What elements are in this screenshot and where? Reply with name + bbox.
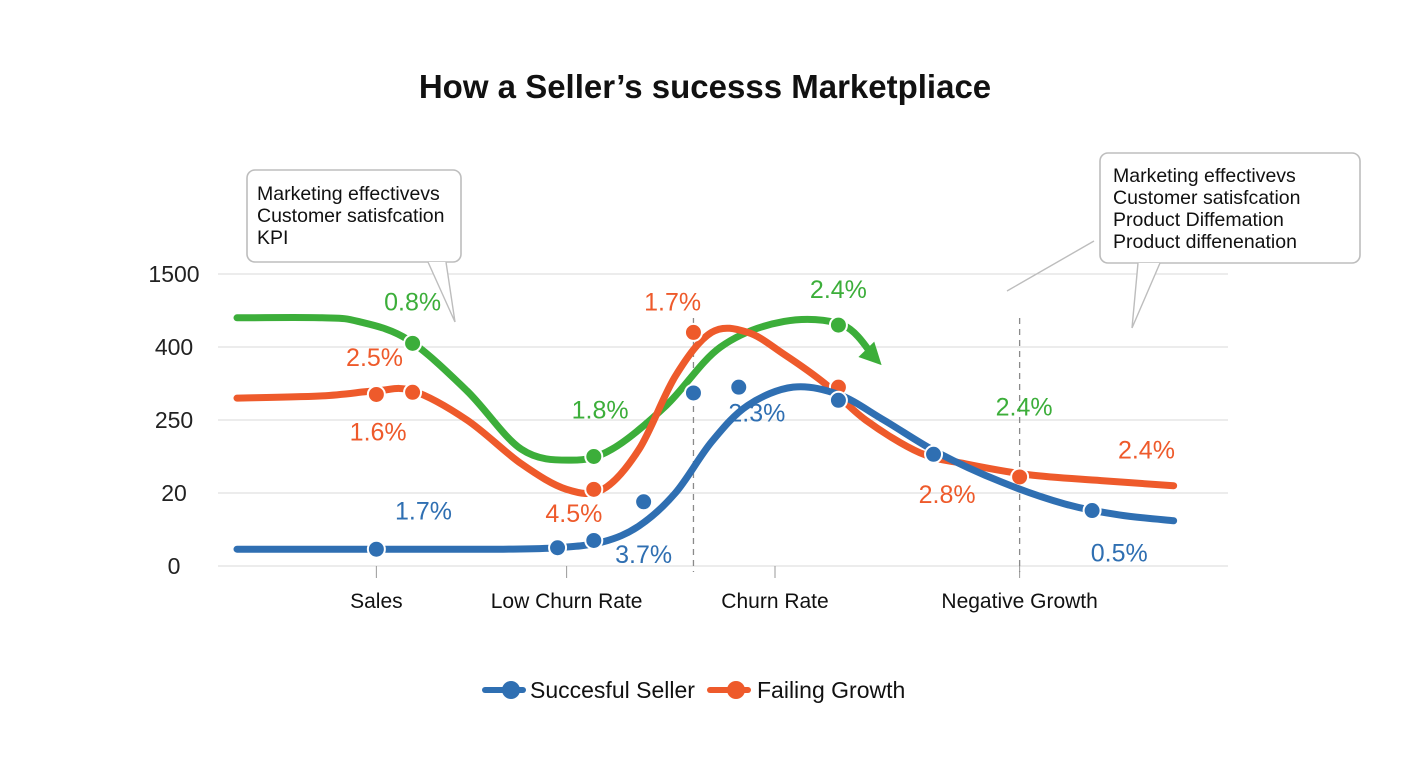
x-tick-label: Sales xyxy=(350,590,403,613)
callout-text: Product Diffemation xyxy=(1113,209,1284,231)
data-point xyxy=(366,384,386,404)
data-point xyxy=(828,315,848,335)
series-layer xyxy=(233,314,1178,559)
data-point xyxy=(584,530,604,550)
axis-layer: 0 20 250 400 1500 Sales Low Churn Rate Churn Ra… xyxy=(148,261,1097,613)
series-line xyxy=(233,314,879,464)
vline-layer xyxy=(692,318,1021,572)
series-2 xyxy=(233,377,1178,559)
data-label: 1.6% xyxy=(350,418,407,446)
data-point xyxy=(403,382,423,402)
label-layer: 0.8% 1.8% 2.4% 2.4% 2.5% 1.6% 4.5% 1.7% 2.8% 2.4%… xyxy=(346,276,1175,569)
callout-tail xyxy=(427,261,456,323)
y-tick-label: 1500 xyxy=(148,261,199,287)
data-label: 2.4% xyxy=(810,276,867,304)
data-point xyxy=(584,479,604,499)
data-label: 2.4% xyxy=(996,394,1053,422)
x-tick-label: Churn Rate xyxy=(721,590,828,613)
grid-layer xyxy=(218,273,1228,567)
legend-item: Failing Growth xyxy=(707,677,905,703)
series-arrowhead xyxy=(858,341,882,366)
data-point xyxy=(729,377,749,397)
callout-text: Marketing effectivevs xyxy=(257,183,440,205)
data-point xyxy=(924,444,944,464)
data-label: 2.8% xyxy=(919,481,976,509)
callout-text: KPI xyxy=(257,227,288,249)
x-tick-label: Low Churn Rate xyxy=(491,590,643,613)
data-label: 4.5% xyxy=(545,500,602,528)
callout-frame xyxy=(1099,152,1361,264)
callout-text: Product diffenenation xyxy=(1113,231,1297,253)
callout-text: Customer satisfcation xyxy=(1113,187,1301,209)
data-label: 2.5% xyxy=(346,344,403,372)
legend-item: Succesful Seller xyxy=(482,677,695,703)
data-point xyxy=(1010,467,1030,487)
data-point xyxy=(403,333,423,353)
legend-swatch-marker xyxy=(502,681,520,699)
data-point xyxy=(584,447,604,466)
callout-pointer xyxy=(1006,240,1095,292)
data-label: 0.8% xyxy=(384,289,441,317)
data-point xyxy=(683,383,703,403)
data-label: 1.7% xyxy=(644,289,701,317)
data-point xyxy=(828,390,848,410)
data-point xyxy=(683,322,703,342)
callout-tail xyxy=(1131,262,1161,329)
data-label: 2.3% xyxy=(728,399,785,427)
callout-text: Customer satisfcation xyxy=(257,205,445,227)
data-label: 2.4% xyxy=(1118,437,1175,465)
legend-swatch-marker xyxy=(727,681,745,699)
series-line xyxy=(233,383,1178,553)
series-0 xyxy=(233,314,882,466)
y-tick-label: 250 xyxy=(155,407,193,433)
data-point xyxy=(366,539,386,559)
data-label: 1.8% xyxy=(572,397,629,425)
legend-label: Failing Growth xyxy=(757,677,905,703)
legend-layer: Succesful Seller Failing Growth xyxy=(482,677,905,703)
data-label: 0.5% xyxy=(1091,540,1148,568)
callout-frame xyxy=(246,169,462,263)
data-point xyxy=(1082,501,1102,521)
y-tick-label: 400 xyxy=(155,334,193,360)
y-tick-label: 20 xyxy=(161,480,187,506)
chart-title: How a Seller’s sucesss Marketpliace xyxy=(419,68,991,105)
data-label: 1.7% xyxy=(395,497,452,525)
callout-text: Marketing effectivevs xyxy=(1113,165,1296,187)
x-tick-label: Negative Growth xyxy=(941,590,1097,613)
data-label: 3.7% xyxy=(615,541,672,569)
legend-label: Succesful Seller xyxy=(530,677,695,703)
data-point xyxy=(634,492,654,512)
y-tick-label: 0 xyxy=(168,553,181,579)
data-point xyxy=(548,538,568,558)
